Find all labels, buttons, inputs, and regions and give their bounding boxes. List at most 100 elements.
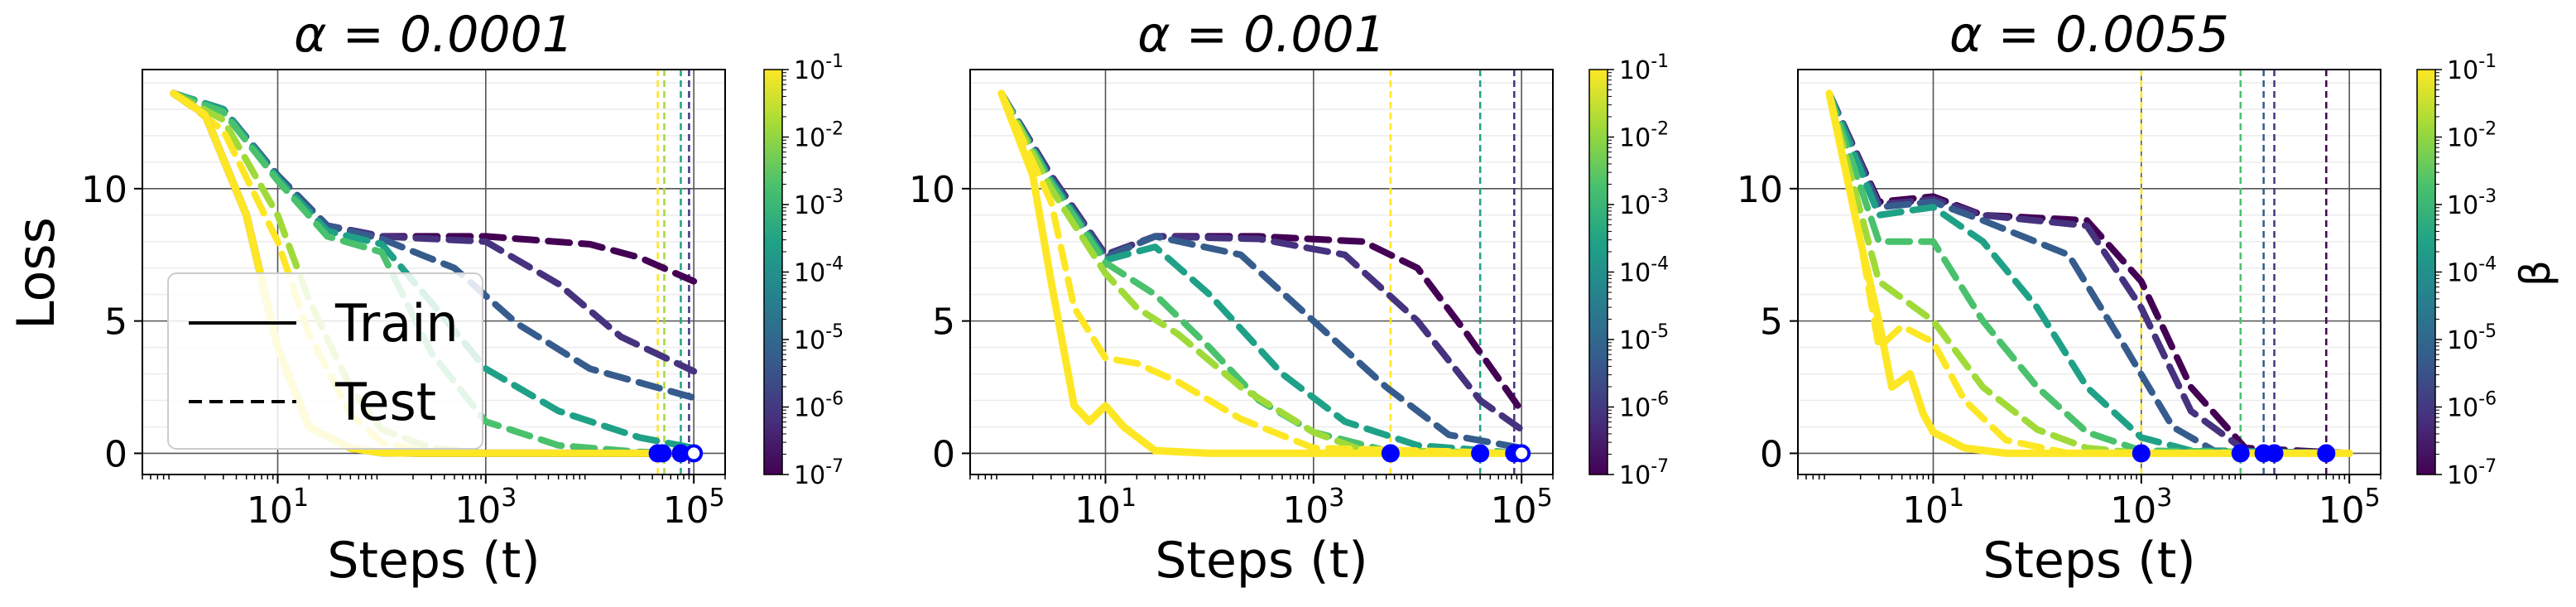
colorbar-tick-exponent: -1 <box>1651 51 1669 72</box>
colorbar-tick-exponent: -6 <box>1651 389 1669 410</box>
legend-label: Train <box>334 293 459 354</box>
x-tick-label: 103 <box>2110 484 2172 532</box>
series-group <box>1825 89 2353 457</box>
x-tick-label: 101 <box>1902 484 1964 532</box>
colorbar-tick-label: 10-3 <box>2447 186 2497 220</box>
colorbar-tick-label: 10-4 <box>794 254 843 288</box>
colorbar-tick-base: 10 <box>794 259 825 288</box>
colorbar-tick-base: 10 <box>2447 394 2478 423</box>
colorbar-tick-exponent: -7 <box>1651 456 1669 477</box>
legend-box <box>167 272 483 450</box>
series-test <box>1825 89 2353 457</box>
y-axis-label: Loss <box>6 217 66 330</box>
marker <box>2231 444 2250 463</box>
colorbar-tick-label: 10-7 <box>2447 456 2497 490</box>
colorbar-tick-exponent: -4 <box>1651 254 1669 275</box>
marker <box>653 444 672 463</box>
series-train <box>997 89 1526 457</box>
colorbar-tick-base: 10 <box>2447 461 2478 490</box>
y-tick-label: 5 <box>1760 301 1783 344</box>
colorbar-tick-label: 10-6 <box>1619 389 1669 423</box>
colorbar-tick-label: 10-7 <box>1619 456 1669 490</box>
x-tick-exponent: 1 <box>1121 484 1137 513</box>
series-test <box>997 89 1526 457</box>
x-tick-base: 10 <box>1902 489 1949 532</box>
colorbar-tick-exponent: -5 <box>1651 321 1669 342</box>
colorbar-tick-exponent: -2 <box>825 119 843 140</box>
colorbar-label: β <box>2511 260 2559 287</box>
marker <box>2317 444 2336 463</box>
colorbar-tick-base: 10 <box>2447 326 2478 355</box>
series-test <box>997 89 1526 451</box>
panel-title: α = 0.0001 <box>294 6 574 64</box>
colorbar-tick-label: 10-1 <box>2447 51 2497 85</box>
colorbar-tick-base: 10 <box>2447 124 2478 153</box>
x-tick-exponent: 5 <box>709 484 725 513</box>
y-tick-label: 5 <box>932 301 955 344</box>
colorbar-tick-base: 10 <box>794 461 825 490</box>
colorbar-tick-base: 10 <box>1619 326 1651 355</box>
marker <box>2131 444 2151 463</box>
colorbar-tick-label: 10-3 <box>1619 186 1669 220</box>
y-tick-label: 10 <box>81 169 127 211</box>
x-tick-base: 10 <box>1282 489 1329 532</box>
panel-title: α = 0.001 <box>1137 6 1386 64</box>
y-tick-label: 0 <box>104 433 127 475</box>
plot-frame <box>1797 69 2381 475</box>
colorbar-tick-exponent: -5 <box>2478 321 2497 342</box>
colorbar-tick-label: 10-3 <box>794 186 843 220</box>
colorbar-tick-base: 10 <box>794 394 825 423</box>
colorbar-tick-base: 10 <box>794 56 825 85</box>
x-tick-label: 105 <box>1491 484 1553 532</box>
colorbar-tick-exponent: -7 <box>825 456 843 477</box>
colorbar-tick-exponent: -4 <box>2478 254 2497 275</box>
colorbar-tick-exponent: -3 <box>2478 186 2497 207</box>
colorbar-tick-label: 10-6 <box>2447 389 2497 423</box>
legend-label: Test <box>334 372 436 432</box>
colorbar-tick-exponent: -3 <box>1651 186 1669 207</box>
colorbar-tick-exponent: -5 <box>825 321 843 342</box>
x-tick-label: 105 <box>2319 484 2381 532</box>
panel-title: α = 0.0055 <box>1949 6 2229 64</box>
series-group <box>997 89 1526 457</box>
colorbar-tick-base: 10 <box>2447 56 2478 85</box>
colorbar-tick-base: 10 <box>2447 259 2478 288</box>
series-test <box>997 89 1526 415</box>
x-axis-label: Steps (t) <box>1982 532 2195 590</box>
x-tick-base: 10 <box>2319 489 2365 532</box>
y-tick-label: 10 <box>909 169 955 211</box>
series-test <box>1825 89 2353 457</box>
x-tick-base: 10 <box>2110 489 2156 532</box>
series-test <box>1825 89 2353 457</box>
colorbar-tick-label: 10-2 <box>2447 119 2497 153</box>
colorbar-tick-exponent: -6 <box>825 389 843 410</box>
colorbar-tick-base: 10 <box>1619 461 1651 490</box>
colorbar-tick-base: 10 <box>1619 124 1651 153</box>
colorbar-tick-exponent: -1 <box>825 51 843 72</box>
x-tick-exponent: 3 <box>2156 484 2172 513</box>
colorbar-tick-label: 10-2 <box>1619 119 1669 153</box>
x-tick-label: 103 <box>454 484 517 532</box>
x-tick-label: 105 <box>663 484 725 532</box>
x-axis-label: Steps (t) <box>1155 532 1367 590</box>
colorbar-tick-base: 10 <box>2447 191 2478 220</box>
colorbar-tick-label: 10-6 <box>794 389 843 423</box>
colorbar-tick-label: 10-5 <box>2447 321 2497 355</box>
x-tick-label: 101 <box>1074 484 1137 532</box>
y-tick-label: 5 <box>104 301 127 344</box>
y-tick-label: 0 <box>1760 433 1783 475</box>
x-tick-label: 101 <box>247 484 309 532</box>
series-test <box>997 89 1526 433</box>
x-tick-exponent: 1 <box>293 484 309 513</box>
colorbar-tick-label: 10-7 <box>794 456 843 490</box>
series-test <box>1825 89 2353 457</box>
colorbar <box>1588 69 1608 475</box>
plot-frame <box>969 69 1554 475</box>
colorbar <box>2416 69 2436 475</box>
colorbar-tick-exponent: -1 <box>2478 51 2497 72</box>
marker <box>2265 444 2284 463</box>
colorbar-tick-exponent: -3 <box>825 186 843 207</box>
legend: Train Test <box>167 272 483 450</box>
